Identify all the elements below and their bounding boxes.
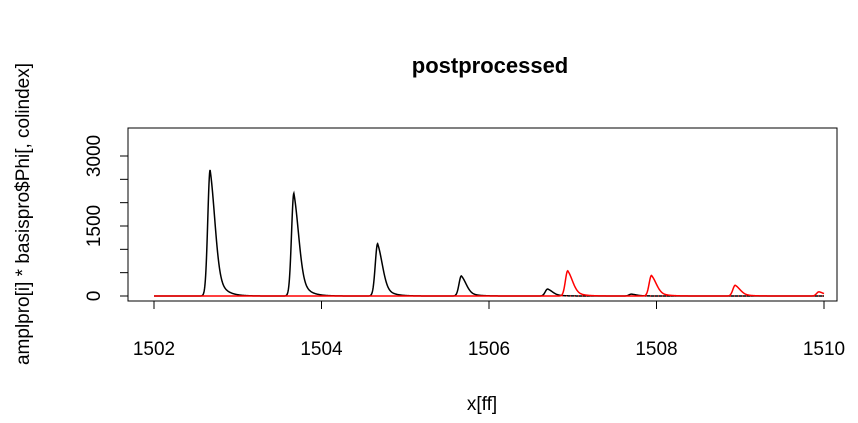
x-tick-label: 1510	[803, 339, 845, 360]
x-tick-label: 1504	[300, 339, 343, 360]
chart-title: postprocessed	[412, 53, 569, 78]
y-axis-label: amplpro[i] * basispro$Phi[, colindex]	[13, 63, 34, 365]
y-tick-label: 3000	[84, 135, 105, 177]
y-tick-label: 0	[84, 291, 105, 302]
y-axis: 0 1500 3000	[84, 135, 129, 302]
series-line-1	[154, 169, 824, 297]
x-axis: 1502 1504 1506 1508 1510	[133, 300, 845, 360]
x-tick-label: 1508	[635, 339, 677, 360]
x-tick-label: 1506	[468, 339, 510, 360]
y-tick-label: 1500	[84, 205, 105, 247]
x-axis-label: x[ff]	[467, 394, 497, 415]
x-tick-label: 1502	[133, 339, 175, 360]
series-line-2	[154, 269, 825, 297]
plot-frame	[127, 127, 838, 302]
series-group	[154, 169, 825, 297]
